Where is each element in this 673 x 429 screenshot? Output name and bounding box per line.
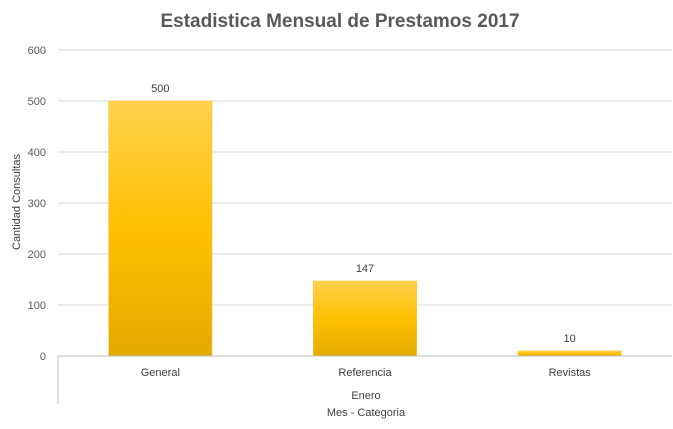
x-category-label: Revistas	[549, 367, 592, 379]
y-tick-label: 400	[28, 147, 46, 159]
x-category-label: Referencia	[338, 367, 392, 379]
bar-revistas	[517, 350, 622, 357]
y-tick-label: 300	[28, 198, 46, 210]
y-tick-label: 500	[28, 96, 46, 108]
y-axis-title: Cantidad Consultas	[11, 154, 23, 251]
x-axis-categories: General Referencia Revistas	[141, 367, 591, 379]
bar-general	[108, 100, 213, 357]
x-category-label: General	[141, 367, 180, 379]
bars	[108, 100, 622, 357]
data-label: 147	[356, 263, 374, 275]
y-tick-label: 200	[28, 249, 46, 261]
y-tick-label: 0	[40, 351, 46, 363]
y-tick-label: 100	[28, 300, 46, 312]
data-label: 10	[564, 333, 576, 345]
data-labels: 500 147 10	[151, 83, 576, 345]
chart-title: Estadistica Mensual de Prestamos 2017	[160, 11, 519, 32]
y-axis-ticks: 0 100 200 300 400 500 600	[28, 45, 46, 363]
x-axis-group-label: Enero	[351, 390, 380, 402]
x-axis-title: Mes - Categoria	[327, 407, 406, 419]
bar-referencia	[313, 280, 417, 357]
y-tick-label: 600	[28, 45, 46, 57]
data-label: 500	[151, 83, 169, 95]
